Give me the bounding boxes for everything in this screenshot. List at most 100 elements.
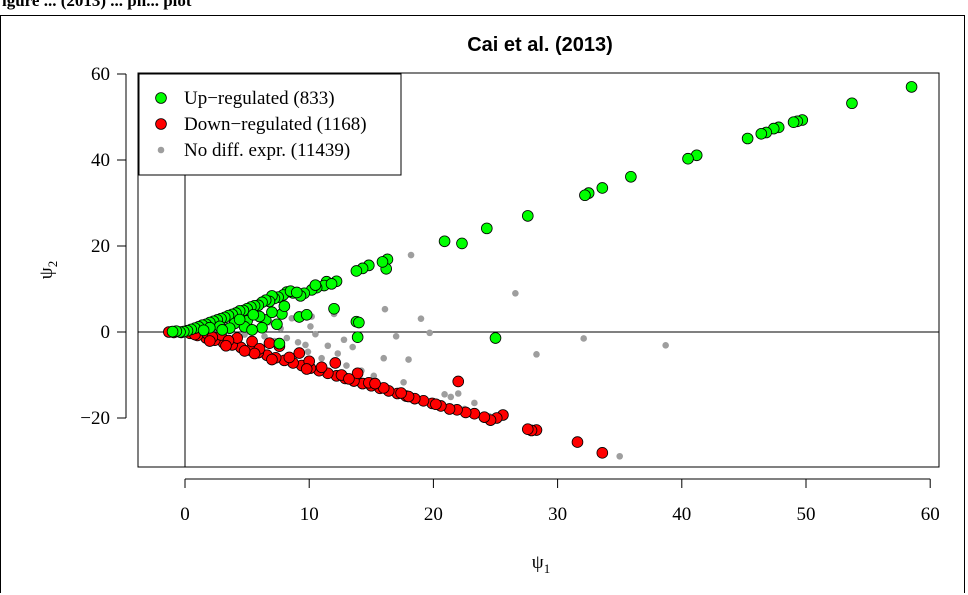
y-tick-label: −20 xyxy=(80,408,110,429)
no-diff-point xyxy=(426,329,433,337)
y-tick-label: 20 xyxy=(91,236,110,257)
down-regulated-point xyxy=(596,447,609,459)
up-regulated-point xyxy=(278,300,291,313)
down-regulated-point xyxy=(248,347,261,360)
no-diff-point xyxy=(343,362,350,369)
up-regulated-point xyxy=(755,127,768,140)
down-regulated-point xyxy=(329,357,342,369)
down-regulated-point xyxy=(263,337,276,349)
no-diff-point xyxy=(324,342,332,350)
no-diff-point xyxy=(392,333,400,340)
down-regulated-point xyxy=(521,423,534,435)
data-points xyxy=(163,81,918,460)
axes: 0 10 20 30 40 50 60 −20 0 20 40 60 xyxy=(80,64,939,525)
up-regulated-point xyxy=(197,324,210,337)
legend-no-diff-marker xyxy=(157,146,165,154)
up-regulated-point xyxy=(456,237,468,250)
x-tick-label: 50 xyxy=(797,504,816,525)
no-diff-point xyxy=(370,372,378,380)
no-diff-point xyxy=(380,354,388,362)
up-regulated-point xyxy=(166,325,179,338)
up-regulated-point xyxy=(489,332,502,344)
up-regulated-point xyxy=(216,324,229,336)
up-regulated-point xyxy=(247,308,260,321)
no-diff-point xyxy=(302,341,309,349)
down-regulated-point xyxy=(220,339,232,352)
down-regulated-point xyxy=(238,345,251,357)
legend-down-regulated-marker xyxy=(155,118,167,130)
x-axis-label: ψ1 xyxy=(532,552,550,576)
up-regulated-point xyxy=(481,222,493,235)
no-diff-point xyxy=(261,333,268,340)
no-diff-point xyxy=(307,323,314,330)
top-caption: igure ... (2013) ... ph... plot xyxy=(2,0,192,10)
up-regulated-point xyxy=(596,182,609,194)
no-diff-point xyxy=(405,356,412,363)
up-regulated-point xyxy=(438,235,451,248)
down-regulated-point xyxy=(266,353,278,366)
down-regulated-point xyxy=(343,373,355,385)
down-regulated-point xyxy=(369,377,381,390)
down-regulated-point xyxy=(204,335,216,347)
up-regulated-point xyxy=(325,278,338,290)
no-diff-point xyxy=(312,330,319,338)
x-tick-label: 30 xyxy=(548,504,567,525)
chart-title: Cai et al. (2013) xyxy=(467,34,613,56)
no-diff-point xyxy=(304,348,312,356)
y-axis-label: ψ2 xyxy=(36,261,60,279)
no-diff-point xyxy=(241,331,248,338)
no-diff-point xyxy=(616,452,623,460)
up-regulated-point xyxy=(350,265,363,277)
down-regulated-point xyxy=(351,367,364,380)
up-regulated-point xyxy=(625,170,637,183)
up-regulated-point xyxy=(741,132,754,145)
up-regulated-point xyxy=(246,324,258,336)
down-regulated-point xyxy=(246,335,258,348)
no-diff-point xyxy=(471,399,478,407)
y-tick-label: 0 xyxy=(101,322,111,343)
legend-box xyxy=(138,73,402,176)
plot-area-border xyxy=(137,72,940,468)
up-regulated-point xyxy=(846,97,858,110)
x-tick-label: 0 xyxy=(180,504,190,525)
y-tick-label: 40 xyxy=(91,150,110,171)
legend-down-regulated-label: Down−regulated (1168) xyxy=(184,114,367,135)
up-regulated-point xyxy=(271,318,283,331)
down-regulated-point xyxy=(571,436,584,448)
up-regulated-point xyxy=(266,306,278,319)
up-regulated-point xyxy=(682,152,694,165)
down-regulated-point xyxy=(478,411,491,423)
up-regulated-point xyxy=(353,316,365,329)
no-diff-point xyxy=(334,350,342,357)
down-regulated-point xyxy=(315,361,328,374)
up-regulated-point xyxy=(905,81,918,93)
no-diff-point xyxy=(283,334,291,342)
up-regulated-point xyxy=(300,308,313,321)
up-regulated-point xyxy=(328,302,340,315)
down-regulated-point xyxy=(300,363,313,375)
no-diff-point xyxy=(318,354,325,362)
up-regulated-point xyxy=(521,210,534,222)
up-regulated-point xyxy=(309,279,322,291)
down-regulated-point xyxy=(452,375,465,388)
down-regulated-point xyxy=(395,387,407,399)
no-diff-point xyxy=(349,343,356,351)
no-diff-point xyxy=(533,351,540,358)
no-diff-point xyxy=(381,305,389,313)
y-tick-label: 60 xyxy=(91,64,110,85)
up-regulated-point xyxy=(579,189,591,202)
no-diff-point xyxy=(454,390,462,397)
x-tick-label: 20 xyxy=(424,504,443,525)
up-regulated-point xyxy=(787,116,800,128)
up-regulated-point xyxy=(290,286,303,299)
no-diff-point xyxy=(447,393,455,401)
up-regulated-point xyxy=(351,331,364,343)
x-tick-label: 60 xyxy=(921,504,940,525)
up-regulated-point xyxy=(273,337,286,350)
no-diff-point xyxy=(407,251,415,259)
up-regulated-point xyxy=(376,256,389,268)
no-diff-point xyxy=(294,339,302,346)
x-tick-label: 10 xyxy=(300,504,319,525)
no-diff-point xyxy=(400,379,407,386)
